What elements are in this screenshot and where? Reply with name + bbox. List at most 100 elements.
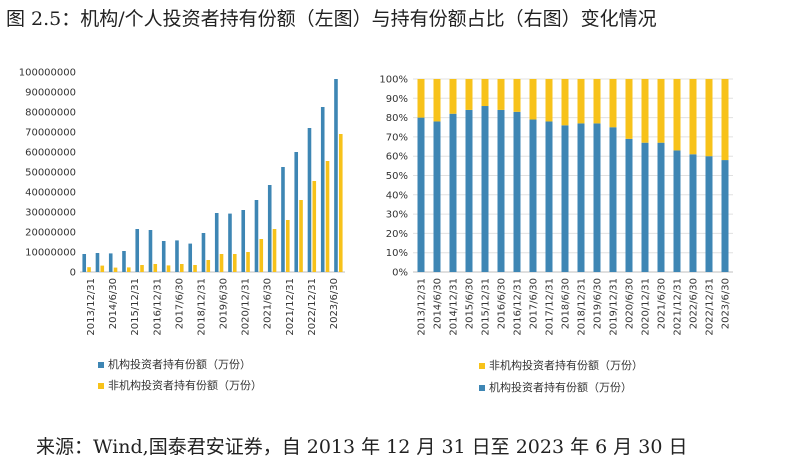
right-bar-institutional bbox=[561, 125, 569, 272]
right-bar-non-institutional bbox=[593, 79, 601, 124]
left-bar-non-institutional bbox=[179, 264, 184, 272]
right-bar-non-institutional bbox=[609, 79, 617, 128]
left-y-tick-label: 100000000 bbox=[19, 68, 76, 79]
left-y-tick-label: 40000000 bbox=[25, 188, 76, 199]
left-legend-swatch bbox=[98, 362, 104, 368]
left-bar-non-institutional bbox=[113, 267, 118, 272]
left-x-tick-label: 2021/6/30 bbox=[263, 278, 274, 329]
right-bar-institutional bbox=[513, 111, 521, 272]
left-bar-institutional bbox=[95, 253, 100, 272]
left-bar-non-institutional bbox=[140, 265, 144, 272]
figure-source: 来源：Wind,国泰君安证券，自 2013 年 12 月 31 日至 2023 … bbox=[36, 436, 688, 458]
left-x-tick-label: 2014/6/30 bbox=[108, 278, 119, 329]
left-bar-institutional bbox=[148, 230, 153, 272]
left-bar-institutional bbox=[122, 251, 126, 272]
right-x-tick-label: 2016/12/31 bbox=[513, 278, 524, 336]
right-bar-non-institutional bbox=[577, 79, 585, 124]
right-bar-institutional bbox=[577, 123, 585, 272]
figure-title: 图 2.5：机构/个人投资者持有份额（左图）与持有份额占比（右图）变化情况 bbox=[6, 8, 657, 30]
right-bar-institutional bbox=[449, 113, 457, 273]
left-bar-non-institutional bbox=[87, 267, 91, 272]
left-bar-institutional bbox=[108, 253, 113, 272]
right-bar-institutional bbox=[721, 160, 729, 272]
right-x-tick-label: 2022/12/31 bbox=[705, 278, 716, 336]
right-bar-institutional bbox=[433, 121, 441, 273]
left-bar-non-institutional bbox=[285, 220, 290, 272]
left-y-tick-label: 60000000 bbox=[25, 148, 76, 159]
right-bar-non-institutional bbox=[705, 79, 713, 157]
left-y-tick-label: 30000000 bbox=[25, 208, 76, 219]
left-x-tick-label: 2023/6/30 bbox=[329, 278, 340, 329]
left-x-tick-label: 2016/12/31 bbox=[152, 278, 163, 336]
right-x-tick-label: 2021/12/31 bbox=[673, 278, 684, 336]
right-bar-institutional bbox=[529, 119, 537, 272]
right-x-tick-label: 2022/6/30 bbox=[689, 278, 700, 329]
left-bar-institutional bbox=[294, 152, 299, 272]
left-bar-institutional bbox=[307, 128, 312, 272]
right-bar-institutional bbox=[481, 106, 489, 273]
right-bar-institutional bbox=[465, 109, 473, 272]
right-bar-non-institutional bbox=[641, 79, 649, 143]
right-bar-non-institutional bbox=[497, 79, 505, 110]
right-bar-institutional bbox=[641, 142, 649, 272]
right-y-tick-label: 10% bbox=[386, 248, 408, 259]
right-legend-label: 机构投资者持有份额（万份） bbox=[489, 380, 632, 394]
right-x-tick-label: 2020/12/31 bbox=[641, 278, 652, 336]
right-legend-label: 非机构投资者持有份额（万份） bbox=[489, 358, 643, 372]
right-bar-non-institutional bbox=[433, 79, 441, 122]
right-legend-swatch bbox=[479, 363, 485, 369]
left-bar-non-institutional bbox=[166, 265, 171, 272]
left-x-tick-label: 2020/12/31 bbox=[241, 278, 252, 336]
right-bar-non-institutional bbox=[417, 79, 425, 118]
right-bar-non-institutional bbox=[625, 79, 633, 139]
left-chart: 0 10000000 20000000 30000000 40000000 5000000… bbox=[19, 68, 345, 392]
right-y-tick-label: 90% bbox=[386, 94, 408, 105]
right-y-tick-label: 30% bbox=[386, 210, 408, 221]
left-bar-institutional bbox=[334, 79, 338, 272]
right-y-tick-label: 40% bbox=[386, 190, 408, 201]
left-bar-non-institutional bbox=[338, 134, 343, 272]
right-bar-non-institutional bbox=[465, 79, 473, 110]
left-x-tick-label: 2019/6/30 bbox=[219, 278, 230, 329]
left-bar-institutional bbox=[214, 213, 219, 272]
left-bar-institutional bbox=[267, 185, 272, 272]
right-y-tick-label: 20% bbox=[386, 229, 408, 240]
right-bar-non-institutional bbox=[561, 79, 569, 126]
right-bar-non-institutional bbox=[529, 79, 537, 120]
right-y-tick-label: 80% bbox=[386, 113, 408, 124]
left-bar-non-institutional bbox=[272, 229, 277, 272]
left-bar-non-institutional bbox=[153, 264, 158, 272]
left-bar-institutional bbox=[241, 210, 246, 272]
left-bar-non-institutional bbox=[246, 252, 250, 272]
right-x-tick-label: 2015/12/31 bbox=[481, 278, 492, 336]
right-y-tick-label: 60% bbox=[386, 152, 408, 163]
right-bar-non-institutional bbox=[657, 79, 665, 143]
left-bar-institutional bbox=[82, 254, 87, 272]
right-bar-institutional bbox=[497, 109, 505, 272]
right-legend-swatch bbox=[479, 385, 485, 391]
right-bar-institutional bbox=[545, 121, 553, 273]
right-bar-non-institutional bbox=[721, 79, 729, 161]
left-y-tick-label: 20000000 bbox=[25, 228, 76, 239]
right-x-tick-label: 2021/6/30 bbox=[657, 278, 668, 329]
right-bar-non-institutional bbox=[673, 79, 681, 151]
right-bar-institutional bbox=[673, 150, 681, 272]
left-bar-non-institutional bbox=[126, 267, 131, 272]
left-bar-non-institutional bbox=[232, 254, 237, 272]
left-x-tick-label: 2021/12/31 bbox=[285, 278, 296, 336]
right-x-tick-label: 2017/6/30 bbox=[529, 278, 540, 329]
left-bar-institutional bbox=[175, 240, 179, 272]
left-x-tick-label: 2017/6/30 bbox=[174, 278, 185, 329]
left-bar-institutional bbox=[135, 229, 140, 272]
right-y-tick-label: 0% bbox=[392, 268, 408, 279]
left-x-tick-label: 2018/12/31 bbox=[196, 278, 207, 336]
right-bar-institutional bbox=[657, 142, 665, 272]
right-bar-institutional bbox=[417, 117, 425, 272]
right-x-tick-label: 2016/6/30 bbox=[497, 278, 508, 329]
left-bar-non-institutional bbox=[325, 161, 330, 272]
left-x-tick-label: 2022/12/31 bbox=[307, 278, 318, 336]
right-y-tick-label: 70% bbox=[386, 132, 408, 143]
left-legend-label: 非机构投资者持有份额（万份） bbox=[108, 378, 262, 392]
right-y-tick-label: 50% bbox=[386, 171, 408, 182]
right-x-tick-label: 2019/6/30 bbox=[593, 278, 604, 329]
